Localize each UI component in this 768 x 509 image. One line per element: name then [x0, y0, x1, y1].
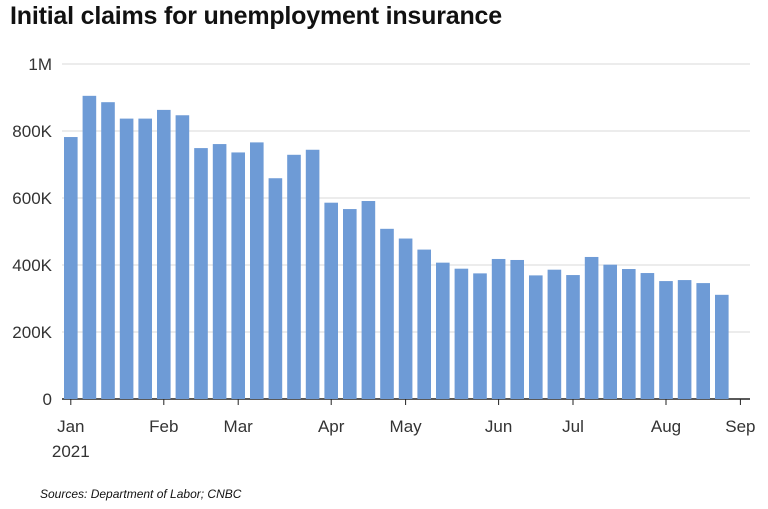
bar [250, 142, 264, 399]
x-tick-label: Feb [149, 417, 178, 436]
y-axis-ticks: 0 200K 400K 600K 800K 1M [12, 55, 52, 409]
y-tick-label: 600K [12, 189, 52, 208]
bar [119, 118, 134, 399]
bar [640, 273, 655, 399]
bar [584, 256, 599, 399]
bar [212, 144, 227, 399]
source-note: Sources: Department of Labor; CNBC [40, 487, 242, 501]
y-tick-label: 800K [12, 122, 52, 141]
bar [603, 264, 617, 399]
bar [343, 209, 357, 399]
bar [194, 148, 208, 399]
bar [659, 281, 673, 399]
bar [157, 109, 171, 400]
bar [361, 201, 376, 399]
bar [138, 118, 152, 399]
x-tick-label: Mar [224, 417, 254, 436]
bars [64, 95, 729, 400]
y-tick-label: 400K [12, 256, 52, 275]
bar [417, 249, 431, 399]
bar [622, 269, 636, 399]
bar [491, 258, 506, 399]
x-tick-sublabel: 2021 [52, 442, 90, 461]
bar [380, 228, 394, 399]
y-tick-label: 0 [43, 390, 52, 409]
bar [677, 280, 692, 399]
bar [82, 95, 97, 399]
bar [231, 152, 245, 399]
bar [305, 149, 320, 399]
bar [175, 115, 190, 399]
x-tick-label: Jan [57, 417, 84, 436]
bar [510, 259, 524, 399]
bar [101, 102, 115, 399]
bar [529, 275, 543, 399]
x-tick-label: Apr [318, 417, 345, 436]
x-tick-label: Jun [485, 417, 512, 436]
x-axis-ticks: Jan 2021 Feb Mar Apr May Jun Jul Aug Sep [52, 399, 756, 461]
bar [287, 154, 301, 399]
bar [324, 202, 338, 399]
bar [398, 238, 413, 399]
bar [566, 275, 580, 399]
bar [547, 269, 562, 399]
chart-title: Initial claims for unemployment insuranc… [10, 2, 502, 30]
y-tick-label: 200K [12, 323, 52, 342]
y-tick-label: 1M [28, 55, 52, 74]
bar [715, 294, 729, 399]
bar [696, 283, 710, 399]
x-tick-label: Sep [725, 417, 755, 436]
bar [268, 178, 283, 399]
bar [64, 137, 78, 399]
x-tick-label: Aug [651, 417, 681, 436]
x-tick-label: Jul [562, 417, 584, 436]
x-tick-label: May [390, 417, 423, 436]
bar [454, 268, 469, 399]
bar [436, 262, 450, 399]
bar [473, 273, 487, 399]
